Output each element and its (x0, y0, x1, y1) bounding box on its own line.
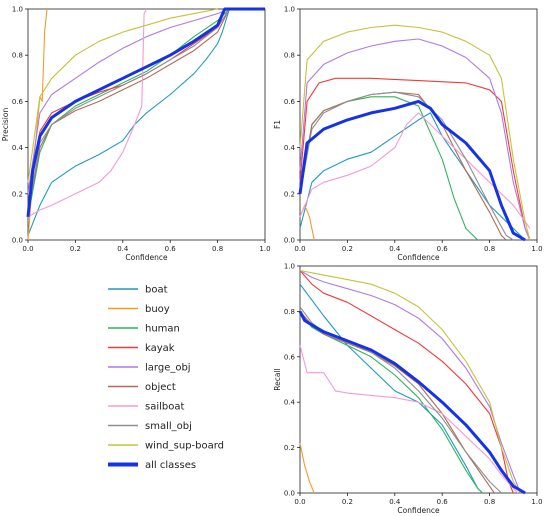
y-axis-label: Recall (273, 368, 282, 390)
series-line-small_obj (27, 8, 230, 213)
series-line-all_classes (26, 7, 265, 218)
x-tick-label: 0.2 (342, 498, 353, 506)
axes-frame (27, 8, 266, 241)
x-tick-label: 0.4 (117, 245, 129, 253)
y-axis-label: Precision (1, 108, 10, 142)
y-tick-label: 0.0 (12, 237, 23, 245)
legend-label-sailboat: sailboat (145, 402, 184, 413)
series-line-human (27, 8, 230, 217)
series-line-kayak (299, 77, 531, 241)
y-tick-label: 1.0 (12, 6, 23, 14)
series-line-large_obj (27, 8, 230, 194)
series-line-small_obj (299, 91, 514, 241)
series-line-wind_sup_board (27, 8, 218, 183)
legend-label-large_obj: large_obj (145, 363, 191, 374)
series-line-sailboat (299, 112, 531, 229)
series-line-object (27, 8, 230, 213)
x-axis-label: Confidence (397, 506, 440, 515)
y-tick-label: 0.4 (12, 144, 24, 152)
legend-label-boat: boat (145, 285, 168, 296)
x-tick-label: 0.0 (294, 245, 305, 253)
series-line-large_obj (299, 270, 521, 494)
series-line-all_classes (298, 99, 526, 242)
y-tick-label: 0.0 (284, 490, 295, 498)
y-tick-label: 0.8 (284, 308, 295, 316)
f1-panel: 0.0 0.2 0.4 0.6 0.8 1.0 0.0 0.2 0.4 0.6 0.8 1.0 Conf… (273, 6, 543, 263)
series-line-all_classes (298, 310, 526, 495)
x-tick-label: 1.0 (531, 245, 542, 253)
series-line-sailboat (299, 345, 519, 494)
legend-label-wind_sup_board: wind_sup-board (145, 441, 224, 452)
legend-label-all_classes: all classes (145, 460, 196, 471)
y-tick-label: 0.0 (284, 237, 295, 245)
legend-label-buoy: buoy (145, 304, 170, 315)
legend-label-human: human (145, 324, 180, 335)
x-tick-label: 0.6 (437, 245, 449, 253)
y-tick-label: 0.8 (284, 52, 295, 60)
y-tick-label: 0.8 (12, 52, 23, 60)
series-line-wind_sup_board (299, 269, 521, 494)
x-tick-label: 0.6 (165, 245, 177, 253)
legend-label-small_obj: small_obj (145, 421, 192, 432)
series-line-sailboat (27, 8, 147, 218)
x-tick-label: 0.2 (342, 245, 353, 253)
x-tick-label: 1.0 (259, 245, 270, 253)
x-tick-label: 0.8 (212, 245, 223, 253)
x-tick-label: 1.0 (531, 498, 542, 506)
y-tick-label: 0.4 (284, 144, 296, 152)
legend-label-object: object (145, 382, 176, 393)
series-line-buoy (299, 204, 315, 241)
x-tick-label: 0.2 (70, 245, 81, 253)
x-tick-label: 0.6 (437, 498, 449, 506)
series-line-kayak (299, 270, 514, 494)
series-line-boat (299, 283, 483, 494)
x-tick-label: 0.0 (22, 245, 33, 253)
series-line-human (299, 311, 483, 494)
axes-frame (299, 265, 538, 494)
y-tick-label: 0.4 (284, 399, 296, 407)
x-tick-label: 0.8 (484, 245, 495, 253)
legend-label-kayak: kayak (145, 343, 175, 354)
recall-panel: 0.0 0.2 0.4 0.6 0.8 1.0 0.0 0.2 0.4 0.6 0.8 1.0 Conf… (273, 263, 543, 516)
series-line-boat (27, 8, 230, 236)
y-tick-label: 0.6 (284, 98, 296, 106)
precision-panel: 0.0 0.2 0.4 0.6 0.8 1.0 0.0 0.2 0.4 0.6 0.8 1.0 Conf… (1, 6, 271, 263)
series-line-object (299, 91, 507, 241)
x-axis-label: Confidence (397, 253, 440, 262)
x-tick-label: 0.4 (389, 498, 401, 506)
y-tick-label: 0.2 (284, 190, 295, 198)
y-tick-label: 0.2 (12, 190, 23, 198)
y-tick-label: 1.0 (284, 263, 295, 271)
y-tick-label: 0.2 (284, 444, 295, 452)
y-tick-label: 1.0 (284, 6, 295, 14)
series-line-object (299, 311, 495, 494)
y-axis-label: F1 (273, 120, 282, 129)
x-axis-label: Confidence (125, 253, 168, 262)
y-tick-label: 0.6 (284, 353, 296, 361)
x-tick-label: 0.8 (484, 498, 495, 506)
series-line-human (299, 96, 479, 241)
x-tick-label: 0.4 (389, 245, 401, 253)
y-tick-label: 0.6 (12, 98, 24, 106)
series-line-wind_sup_board (299, 24, 531, 241)
series-line-buoy (299, 442, 315, 494)
x-tick-label: 0.0 (294, 498, 305, 506)
axes-frame (299, 8, 538, 241)
series-line-large_obj (299, 38, 531, 241)
